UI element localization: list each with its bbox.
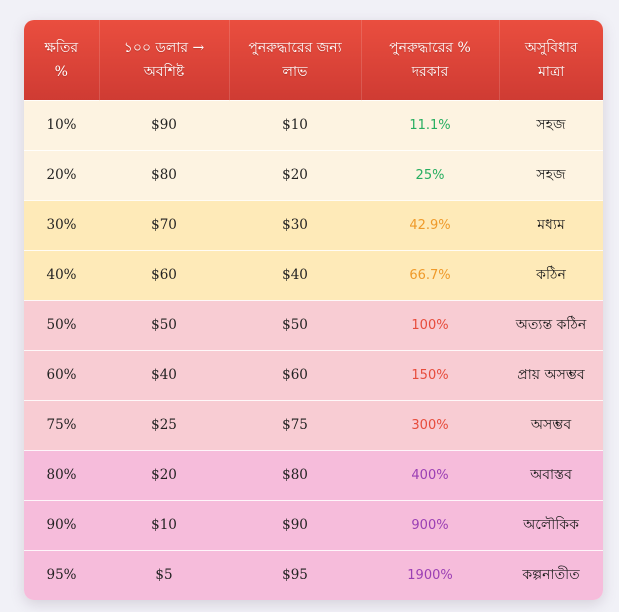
gain-cell: $30	[229, 199, 361, 250]
gain-cell: $90	[229, 499, 361, 550]
remaining-cell: $50	[99, 299, 229, 350]
loss-cell: 75%	[24, 399, 99, 450]
table-row: 30% $70 $30 42.9% মধ্যম	[24, 199, 603, 250]
table-row: 90% $10 $90 900% অলৌকিক	[24, 499, 603, 550]
header-gain-needed: পুনরুদ্ধারের জন্য লাভ	[229, 20, 362, 100]
loss-cell: 10%	[24, 99, 99, 150]
table-row: 50% $50 $50 100% অত্যন্ত কঠিন	[24, 299, 603, 350]
recovery-percent-cell: 300%	[361, 399, 499, 450]
loss-cell: 40%	[24, 249, 99, 300]
table-row: 95% $5 $95 1900% কল্পনাতীত	[24, 549, 603, 600]
recovery-percent-cell: 900%	[361, 499, 499, 550]
difficulty-cell: প্রায় অসম্ভব	[499, 349, 603, 400]
remaining-cell: $25	[99, 399, 229, 450]
header-loss-percent: ক্ষতির %	[24, 20, 100, 100]
table-row: 75% $25 $75 300% অসম্ভব	[24, 399, 603, 450]
difficulty-cell: মধ্যম	[499, 199, 603, 250]
gain-cell: $10	[229, 99, 361, 150]
recovery-percent-cell: 100%	[361, 299, 499, 350]
table-header-row: ক্ষতির % ১০০ ডলার → অবশিষ্ট পুনরুদ্ধারের…	[24, 20, 603, 100]
loss-cell: 20%	[24, 149, 99, 200]
gain-cell: $20	[229, 149, 361, 200]
remaining-cell: $70	[99, 199, 229, 250]
loss-cell: 50%	[24, 299, 99, 350]
difficulty-cell: সহজ	[499, 99, 603, 150]
remaining-cell: $90	[99, 99, 229, 150]
gain-cell: $95	[229, 549, 361, 600]
recovery-percent-cell: 42.9%	[361, 199, 499, 250]
difficulty-cell: অসম্ভব	[499, 399, 603, 450]
gain-cell: $40	[229, 249, 361, 300]
table-row: 40% $60 $40 66.7% কঠিন	[24, 249, 603, 300]
table-row: 60% $40 $60 150% প্রায় অসম্ভব	[24, 349, 603, 400]
difficulty-cell: কল্পনাতীত	[499, 549, 603, 600]
recovery-percent-cell: 66.7%	[361, 249, 499, 300]
loss-cell: 95%	[24, 549, 99, 600]
loss-cell: 90%	[24, 499, 99, 550]
header-recovery-percent: পুনরুদ্ধারের % দরকার	[361, 20, 500, 100]
difficulty-cell: অলৌকিক	[499, 499, 603, 550]
table-row: 20% $80 $20 25% সহজ	[24, 149, 603, 200]
loss-cell: 30%	[24, 199, 99, 250]
gain-cell: $50	[229, 299, 361, 350]
difficulty-cell: অত্যন্ত কঠিন	[499, 299, 603, 350]
remaining-cell: $60	[99, 249, 229, 300]
difficulty-cell: সহজ	[499, 149, 603, 200]
header-remaining: ১০০ ডলার → অবশিষ্ট	[99, 20, 230, 100]
recovery-table-card: ক্ষতির % ১০০ ডলার → অবশিষ্ট পুনরুদ্ধারের…	[24, 20, 603, 600]
loss-recovery-table: ক্ষতির % ১০০ ডলার → অবশিষ্ট পুনরুদ্ধারের…	[24, 20, 603, 600]
gain-cell: $80	[229, 449, 361, 500]
table-row: 10% $90 $10 11.1% সহজ	[24, 99, 603, 150]
gain-cell: $75	[229, 399, 361, 450]
remaining-cell: $5	[99, 549, 229, 600]
difficulty-cell: কঠিন	[499, 249, 603, 300]
recovery-percent-cell: 11.1%	[361, 99, 499, 150]
gain-cell: $60	[229, 349, 361, 400]
remaining-cell: $80	[99, 149, 229, 200]
loss-cell: 80%	[24, 449, 99, 500]
table-row: 80% $20 $80 400% অবাস্তব	[24, 449, 603, 500]
recovery-percent-cell: 150%	[361, 349, 499, 400]
recovery-percent-cell: 1900%	[361, 549, 499, 600]
header-difficulty: অসুবিধার মাত্রা	[499, 20, 603, 100]
difficulty-cell: অবাস্তব	[499, 449, 603, 500]
loss-cell: 60%	[24, 349, 99, 400]
recovery-percent-cell: 25%	[361, 149, 499, 200]
recovery-percent-cell: 400%	[361, 449, 499, 500]
remaining-cell: $10	[99, 499, 229, 550]
remaining-cell: $40	[99, 349, 229, 400]
remaining-cell: $20	[99, 449, 229, 500]
